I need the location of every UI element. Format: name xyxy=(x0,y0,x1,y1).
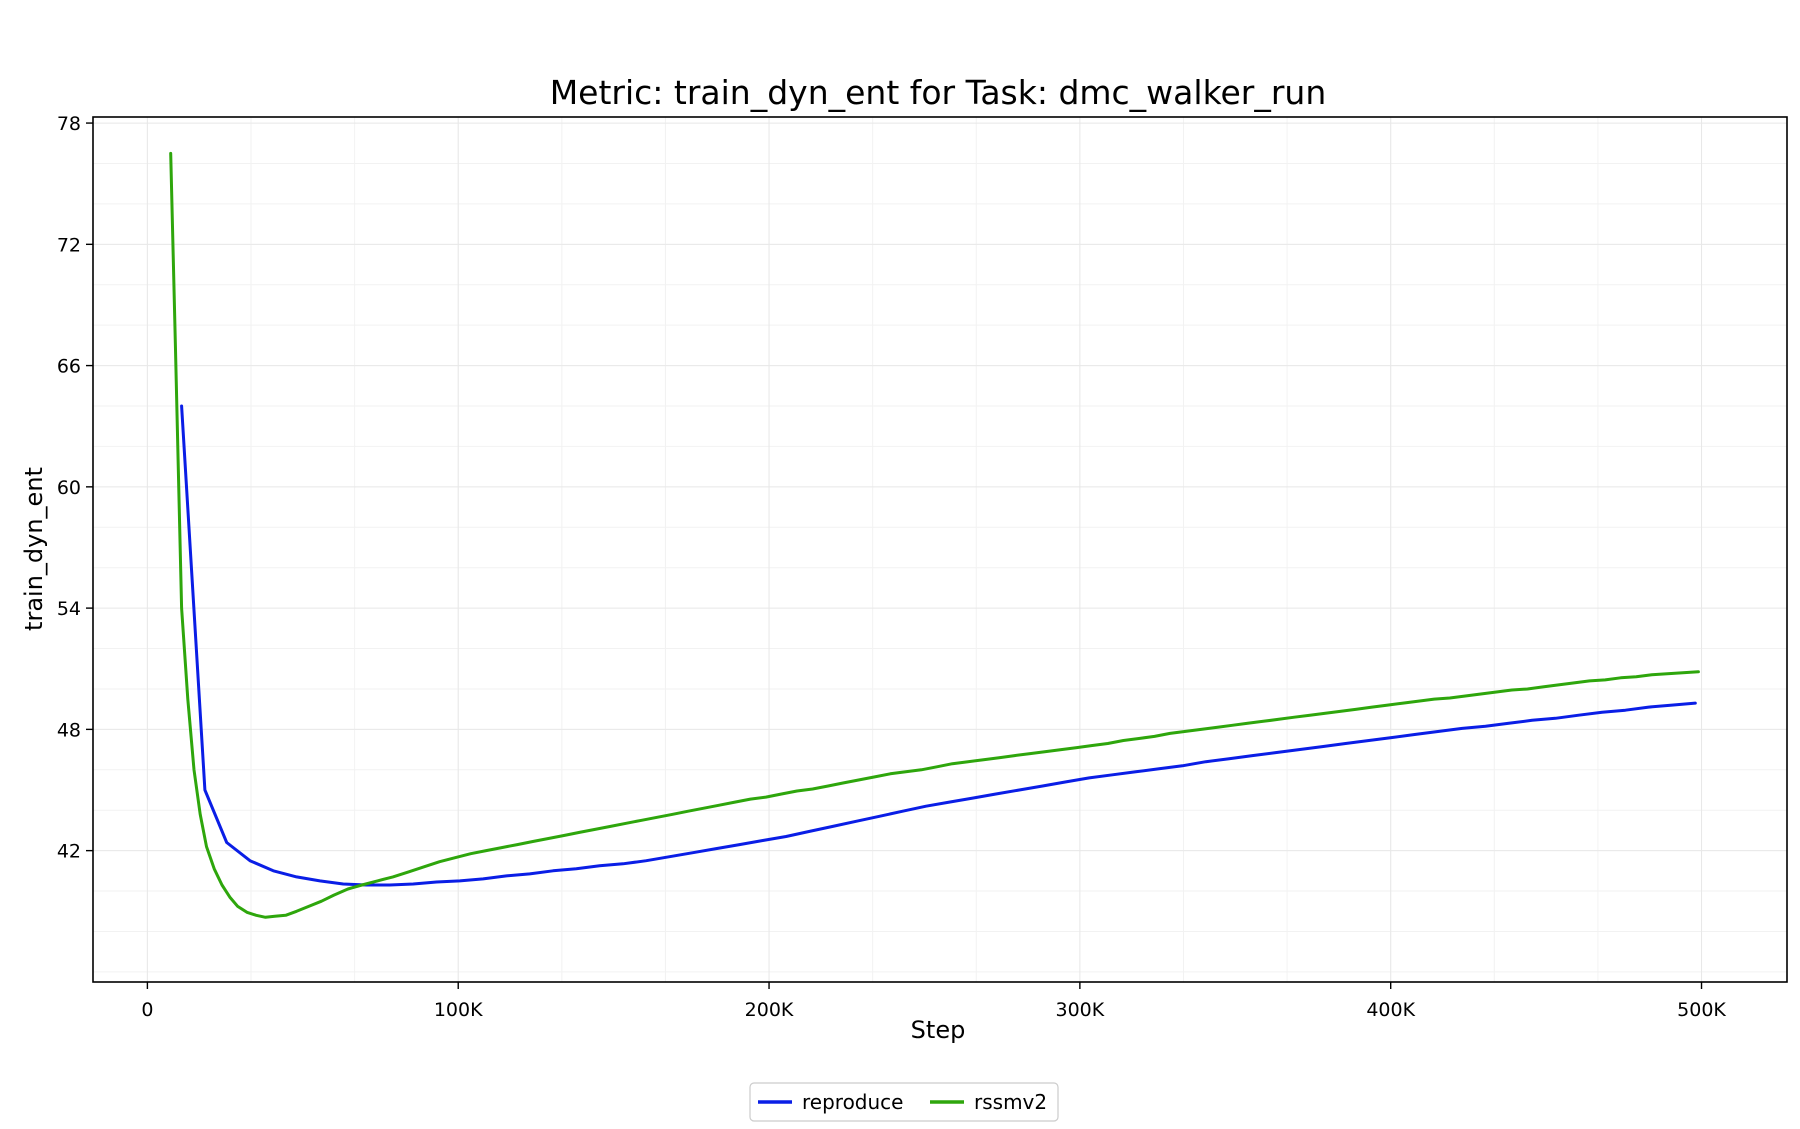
y-tick-label: 72 xyxy=(57,234,81,256)
x-axis: 0 100K 200K 300K 400K 500K xyxy=(141,982,1726,1021)
series-layer xyxy=(169,151,1700,919)
legend[interactable]: reproduce rssmv2 xyxy=(749,1082,1059,1122)
series-line-rssmv2 xyxy=(169,151,1700,919)
y-tick-label: 78 xyxy=(57,113,81,135)
legend-box xyxy=(749,1082,1059,1122)
chart-title: Metric: train_dyn_ent for Task: dmc_walk… xyxy=(550,73,1327,112)
y-axis: 42 48 54 60 66 72 78 xyxy=(57,113,93,863)
y-tick-label: 54 xyxy=(57,598,81,620)
x-tick-label: 400K xyxy=(1366,999,1415,1021)
legend-label-reproduce: reproduce xyxy=(802,1090,903,1114)
x-tick-label: 100K xyxy=(434,999,483,1021)
y-axis-label: train_dyn_ent xyxy=(20,467,48,631)
legend-label-rssmv2: rssmv2 xyxy=(974,1090,1047,1114)
y-tick-label: 42 xyxy=(57,841,81,863)
x-tick-label: 0 xyxy=(141,999,153,1021)
y-tick-label: 60 xyxy=(57,477,81,499)
x-tick-label: 300K xyxy=(1056,999,1105,1021)
x-axis-label: Step xyxy=(911,1016,966,1044)
grid xyxy=(93,117,1787,982)
y-tick-label: 66 xyxy=(57,356,81,378)
x-tick-label: 500K xyxy=(1677,999,1726,1021)
plot-frame xyxy=(92,116,1788,983)
y-tick-label: 48 xyxy=(57,719,81,741)
x-tick-label: 200K xyxy=(745,999,794,1021)
series-line-reproduce xyxy=(180,404,1697,887)
